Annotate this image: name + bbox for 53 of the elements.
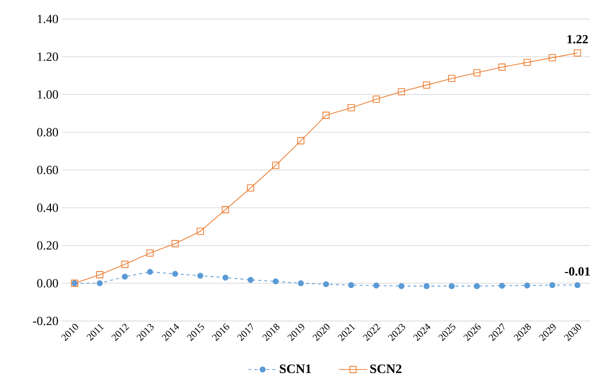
y-tick-label: -0.20 — [33, 316, 58, 325]
point — [498, 63, 506, 70]
point — [448, 74, 456, 82]
point — [373, 282, 380, 288]
point — [146, 249, 154, 256]
point — [197, 272, 204, 278]
point — [121, 260, 128, 268]
point — [398, 282, 404, 289]
point — [422, 81, 430, 88]
point — [548, 54, 556, 62]
y-tick-label: 0.60 — [37, 166, 58, 174]
point — [122, 273, 128, 280]
y-tick-label: 0.40 — [37, 203, 58, 212]
point — [549, 282, 556, 288]
point — [448, 282, 455, 289]
y-tick-label: 1.40 — [38, 14, 58, 23]
point — [96, 280, 103, 286]
point — [196, 228, 204, 235]
point — [323, 280, 329, 287]
y-tick-label: 1.00 — [38, 90, 58, 98]
point — [473, 68, 480, 76]
point — [272, 161, 280, 169]
point — [96, 270, 104, 278]
point — [524, 58, 531, 66]
data-label: 1.22 — [568, 34, 588, 44]
point — [272, 278, 279, 284]
point — [398, 88, 406, 96]
point — [222, 206, 230, 213]
y-tick-label: 0.20 — [37, 241, 58, 250]
legend-label: SCN1 — [280, 364, 311, 373]
point — [574, 282, 580, 288]
point — [248, 276, 254, 283]
point — [372, 95, 380, 103]
legend-label: SCN2 — [370, 364, 402, 373]
point — [574, 49, 582, 56]
point — [474, 282, 480, 289]
point — [147, 268, 153, 275]
y-tick-label: 1.20 — [38, 52, 58, 61]
data-label: -0.01 — [564, 266, 590, 276]
point — [172, 240, 179, 247]
point — [322, 111, 330, 119]
point — [246, 184, 254, 192]
point — [297, 136, 304, 144]
point — [298, 280, 304, 286]
y-tick-label: 0.80 — [37, 128, 58, 136]
point — [222, 274, 228, 280]
point — [424, 282, 430, 289]
point — [524, 282, 530, 288]
point — [348, 104, 355, 112]
y-tick-label: 0.00 — [37, 278, 58, 288]
point — [348, 282, 354, 288]
point — [499, 282, 505, 288]
point — [172, 270, 178, 277]
